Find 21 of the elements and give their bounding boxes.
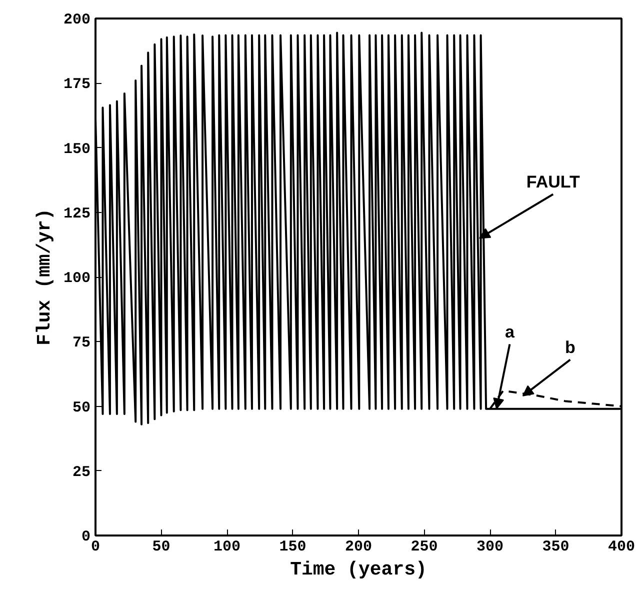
x-tick-label: 100 xyxy=(214,538,241,556)
annotation: b xyxy=(565,338,576,358)
x-tick-label: 350 xyxy=(542,538,570,556)
x-tick-label: 150 xyxy=(279,538,306,556)
y-axis-title: Flux (mm/yr) xyxy=(33,208,56,346)
x-axis-title: Time (years) xyxy=(290,558,427,580)
x-tick-label: 200 xyxy=(345,538,372,556)
y-tick-label: 125 xyxy=(63,205,91,222)
y-tick-label: 75 xyxy=(72,334,91,352)
x-tick-label: 50 xyxy=(152,538,170,556)
y-tick-label: 175 xyxy=(63,76,91,94)
y-tick-label: 25 xyxy=(72,464,91,481)
x-tick-label: 250 xyxy=(410,538,438,556)
y-tick-label: 150 xyxy=(63,140,91,158)
y-tick-label: 50 xyxy=(72,399,91,416)
x-tick-label: 400 xyxy=(608,538,636,556)
annotation: FAULT xyxy=(526,172,580,192)
y-tick-label: 200 xyxy=(63,12,91,28)
y-tick-label: 100 xyxy=(63,270,91,287)
annotation: a xyxy=(505,322,515,342)
x-tick-label: 300 xyxy=(476,538,504,556)
